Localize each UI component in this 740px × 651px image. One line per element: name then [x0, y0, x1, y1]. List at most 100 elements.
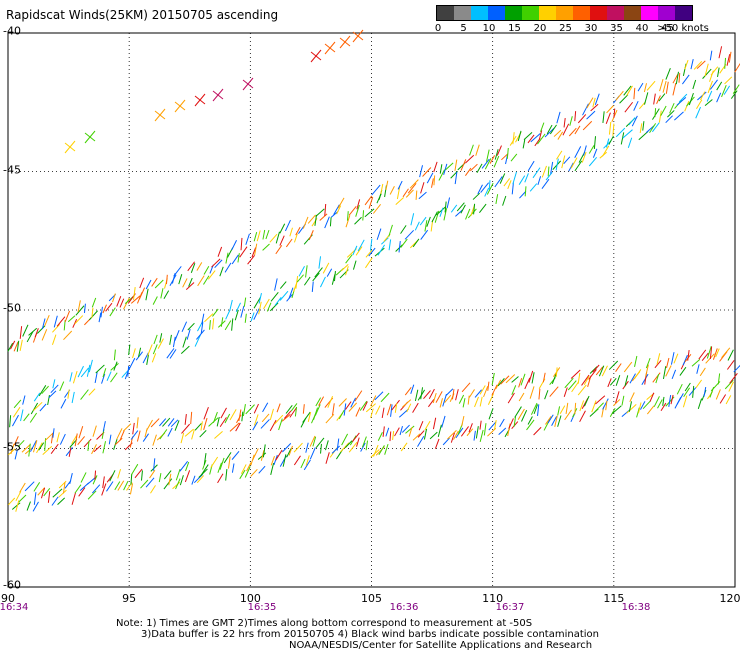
- wind-barb: [575, 126, 580, 134]
- wind-barb: [201, 465, 208, 476]
- wind-barb: [427, 217, 431, 227]
- wind-barb: [81, 472, 86, 482]
- wind-barb: [476, 426, 478, 438]
- wind-barb: [27, 332, 33, 342]
- wind-barb: [221, 408, 227, 418]
- wind-barb: [294, 456, 300, 465]
- wind-barb: [628, 138, 631, 148]
- wind-barb: [479, 204, 486, 213]
- wind-barb: [475, 397, 479, 407]
- wind-barb: [532, 372, 534, 383]
- wind-barb: [183, 337, 186, 348]
- wind-barb: [21, 409, 23, 421]
- wind-barb: [27, 502, 30, 511]
- wind-barb: [676, 72, 678, 84]
- wind-barb: [411, 213, 414, 225]
- wind-barb: [337, 439, 339, 451]
- wind-barb: [43, 446, 52, 454]
- wind-barb: [674, 112, 683, 120]
- wind-barb: [438, 425, 441, 437]
- wind-barb: [340, 38, 350, 46]
- wind-barb: [25, 482, 34, 491]
- wind-barb: [196, 330, 204, 340]
- wind-barb: [60, 434, 65, 445]
- wind-barb: [68, 390, 69, 399]
- wind-barb: [88, 491, 96, 499]
- wind-barb: [173, 337, 175, 347]
- wind-barb: [133, 423, 135, 434]
- wind-barb: [419, 192, 427, 199]
- wind-barb: [390, 186, 394, 194]
- wind-barb: [301, 459, 305, 468]
- wind-barb: [455, 160, 457, 171]
- wind-barb: [578, 385, 586, 395]
- wind-barb: [180, 475, 183, 485]
- wind-barb: [451, 205, 457, 212]
- wind-barb: [650, 393, 654, 402]
- wind-barb: [673, 83, 676, 95]
- wind-barb: [58, 498, 65, 505]
- wind-barb: [722, 348, 730, 358]
- wind-barb: [634, 88, 635, 99]
- wind-barb: [717, 93, 721, 102]
- wind-barb: [427, 173, 433, 183]
- wind-barb: [275, 297, 281, 305]
- wind-barb: [477, 164, 482, 173]
- wind-barb: [65, 311, 69, 322]
- wind-barb: [182, 322, 187, 332]
- wind-barb: [246, 234, 250, 245]
- wind-barb: [447, 197, 449, 208]
- wind-barb: [527, 420, 535, 430]
- wind-barb: [395, 428, 400, 436]
- wind-barb: [280, 224, 285, 234]
- wind-barb: [63, 331, 71, 340]
- wind-barb: [679, 73, 680, 83]
- wind-barb: [659, 111, 661, 123]
- wind-barb: [606, 113, 610, 124]
- wind-barbs: [8, 30, 740, 512]
- wind-barb: [152, 278, 158, 286]
- wind-barb: [232, 240, 237, 250]
- wind-barb: [609, 361, 617, 370]
- wind-barb: [587, 98, 593, 108]
- wind-barb: [99, 313, 101, 323]
- wind-barb: [70, 372, 72, 381]
- wind-barb: [353, 246, 357, 255]
- wind-barb: [168, 428, 172, 437]
- wind-barb: [257, 231, 260, 242]
- wind-barb: [488, 393, 493, 404]
- wind-barb: [53, 428, 54, 437]
- wind-barb: [369, 248, 375, 256]
- wind-barb: [413, 403, 419, 413]
- wind-barb: [558, 406, 560, 415]
- wind-barb: [551, 162, 553, 174]
- wind-barb: [159, 473, 161, 482]
- wind-barb: [296, 227, 300, 235]
- wind-barb: [365, 209, 374, 217]
- wind-barb: [226, 253, 228, 264]
- wind-barb: [442, 416, 445, 428]
- wind-barb: [286, 239, 292, 247]
- latitude-tick-label: -40: [3, 25, 21, 38]
- wind-barb: [259, 466, 265, 473]
- wind-barb: [494, 156, 499, 167]
- wind-barb: [23, 395, 25, 404]
- wind-barb: [387, 404, 391, 415]
- wind-barb: [146, 289, 148, 300]
- wind-barb: [325, 44, 335, 52]
- wind-barb: [68, 316, 75, 322]
- wind-barb: [389, 239, 391, 250]
- wind-barb: [393, 431, 394, 440]
- wind-barb: [580, 411, 586, 422]
- wind-barb: [433, 418, 435, 429]
- wind-barb: [411, 385, 414, 394]
- wind-barb: [277, 404, 280, 413]
- wind-barb: [139, 288, 144, 299]
- wind-barb: [304, 277, 310, 285]
- wind-barb: [140, 278, 144, 288]
- wind-barb: [480, 397, 482, 407]
- wind-barb: [593, 365, 600, 372]
- wind-barb: [358, 240, 364, 251]
- wind-barb: [434, 175, 435, 185]
- wind-barb: [556, 151, 561, 160]
